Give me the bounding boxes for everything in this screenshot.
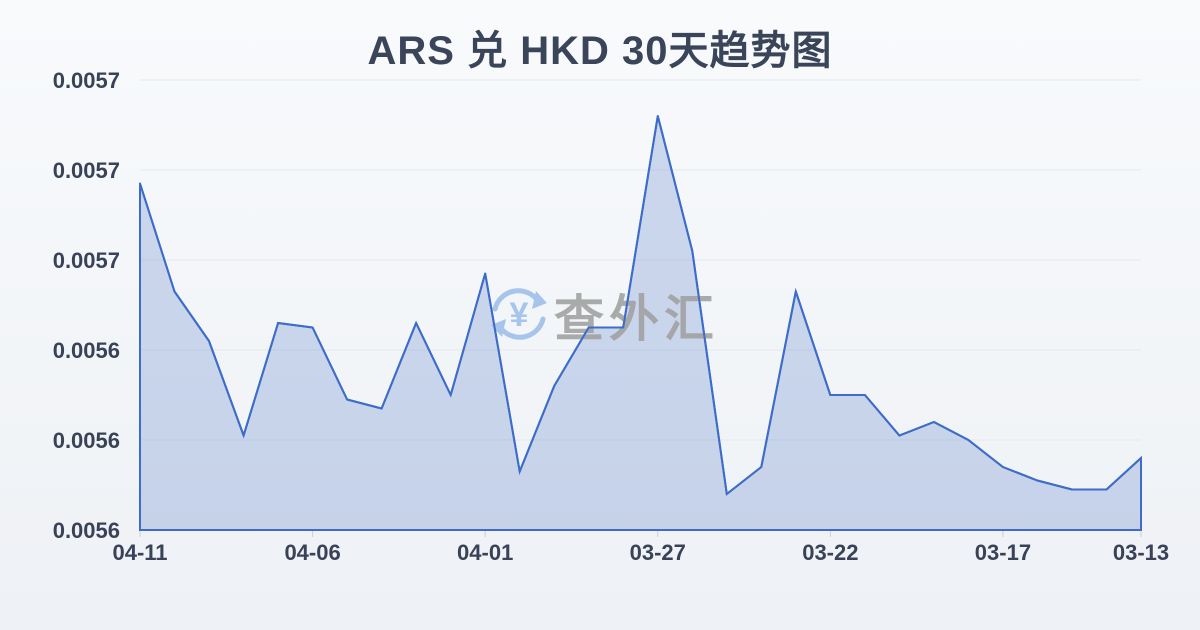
x-axis-label: 03-17	[975, 540, 1031, 565]
trend-line	[139, 115, 1142, 495]
y-axis-label: 0.0056	[53, 428, 120, 453]
y-axis-label: 0.0057	[53, 248, 120, 273]
x-axis-label: 03-27	[630, 540, 686, 565]
y-axis-label: 0.0057	[53, 68, 120, 93]
x-axis-label: 04-06	[284, 540, 340, 565]
yuan-symbol: ¥	[510, 296, 529, 334]
refresh-arrow-top	[492, 288, 541, 312]
watermark: ¥ 查外汇	[491, 288, 719, 347]
y-axis-label: 0.0056	[53, 338, 120, 363]
watermark-text: 查外汇	[554, 291, 719, 347]
x-axis-label: 04-01	[457, 540, 513, 565]
refresh-arrow-bottom	[497, 316, 546, 340]
chart-title: ARS 兑 HKD 30天趋势图	[367, 29, 833, 73]
y-axis-label: 0.0056	[53, 518, 120, 543]
x-axis-label: 03-13	[1113, 540, 1169, 565]
x-axis-label: 03-22	[802, 540, 858, 565]
yuan-exchange-icon: ¥	[491, 288, 547, 340]
refresh-arrow-top-head	[532, 291, 547, 309]
y-axis-label: 0.0057	[53, 158, 120, 183]
x-axis-label: 04-11	[112, 540, 167, 565]
